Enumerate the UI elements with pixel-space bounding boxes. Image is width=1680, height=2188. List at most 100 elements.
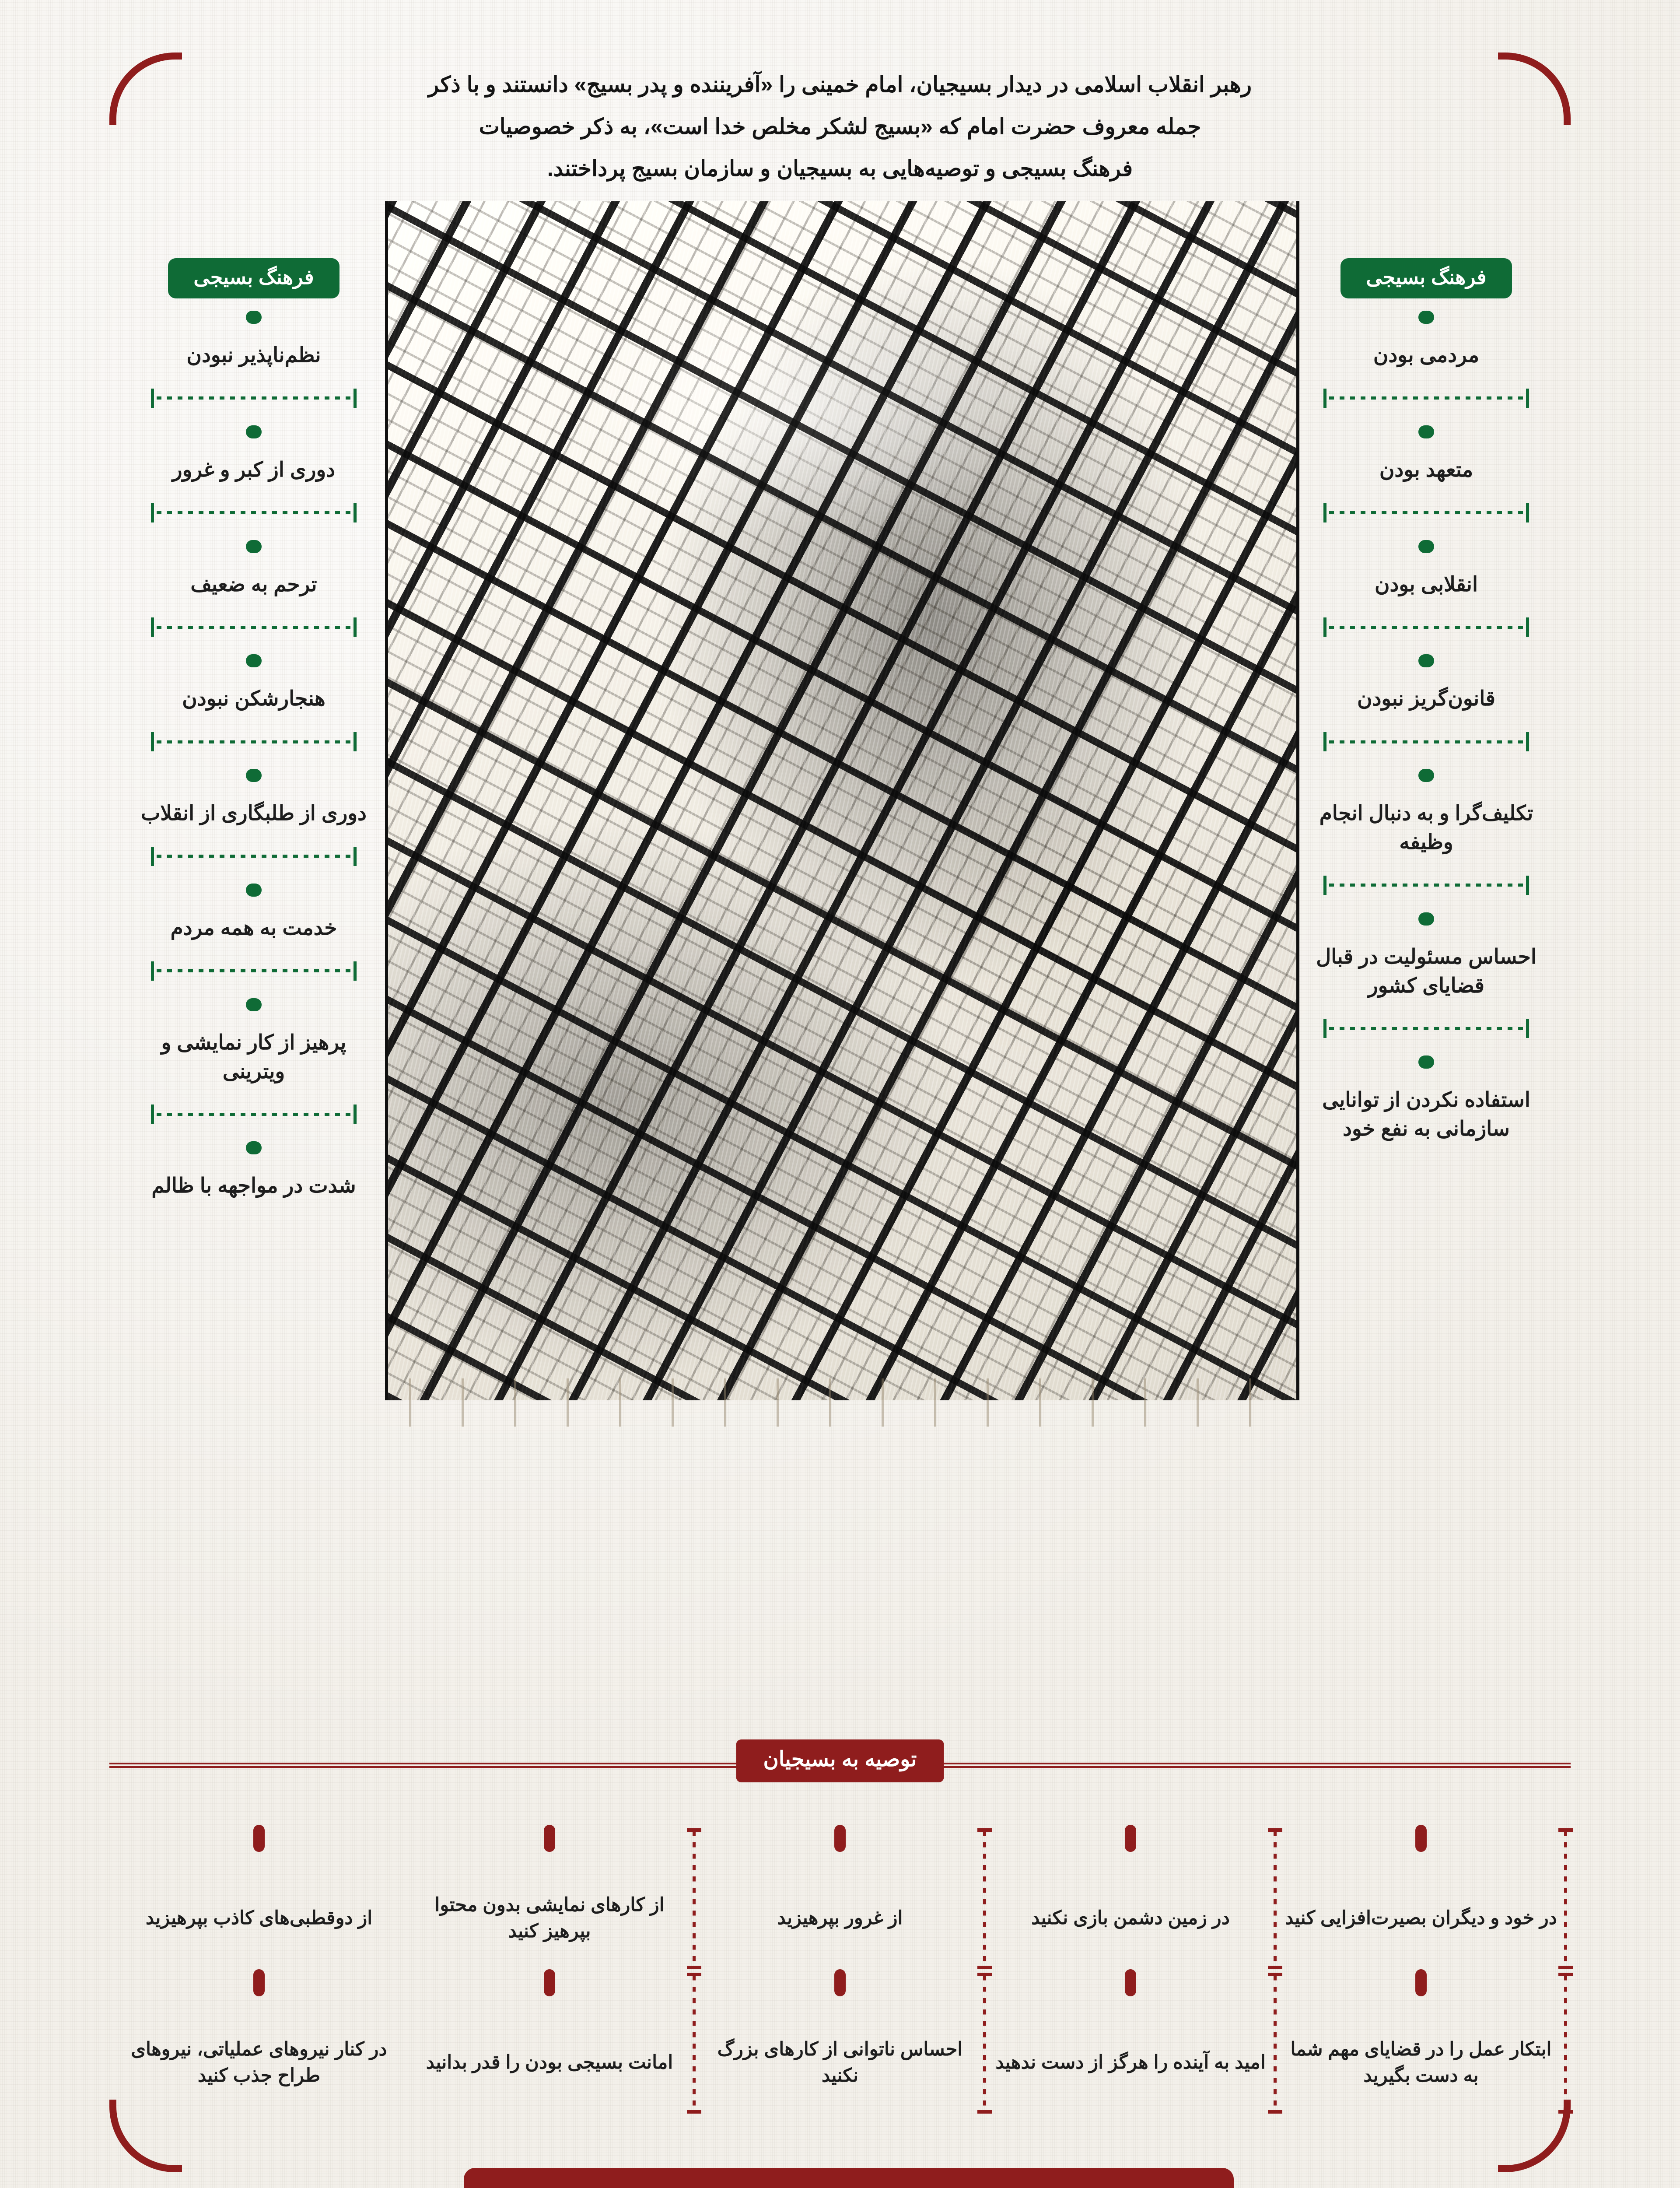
keffiyeh-texture	[388, 201, 1296, 1400]
separator	[151, 1105, 357, 1124]
separator	[1323, 1019, 1529, 1038]
list-item: انقلابی بودن	[1304, 540, 1549, 599]
list-item: خدمت به همه مردم	[131, 883, 376, 942]
bullet-dot-icon	[246, 1141, 262, 1155]
list-item-label: احساس مسئولیت در قبال قضایای کشور	[1316, 944, 1537, 997]
advice-label: احساس ناتوانی از کارهای بزرگ نکنید	[717, 2038, 963, 2086]
advice-vertical-separator	[1268, 1973, 1282, 2114]
advice-label: از کارهای نمایشی بدون محتوا بپرهیز کنید	[434, 1894, 665, 1942]
list-item-label: دوری از کبر و غرور	[172, 457, 336, 481]
bullet-dot-icon	[246, 654, 262, 668]
advice-cell: از کارهای نمایشی بدون محتوا بپرهیز کنید	[404, 1825, 701, 1969]
list-item-label: دوری از طلبگاری از انقلاب	[141, 801, 367, 825]
list-item-label: متعهد بودن	[1379, 457, 1474, 481]
intro-line-3: فرهنگ بسیجی و توصیه‌هایی به بسیجیان و سا…	[547, 156, 1133, 181]
advice-vertical-separator	[687, 1828, 701, 1969]
advice-cell: در خود و دیگران بصیرت‌افزایی کنید	[1276, 1825, 1573, 1969]
advice-tick-icon	[544, 1969, 555, 1996]
advice-section-badge: توصیه به بسیجیان	[736, 1739, 944, 1782]
advice-cell: در کنار نیروهای عملیاتی، نیروهای طراح جذ…	[114, 1969, 404, 2114]
advice-label: از دوقطبی‌های کاذب بپرهیزید	[145, 1907, 373, 1929]
bullet-dot-icon	[246, 883, 262, 897]
advice-label: ابتکار عمل را در قضایای مهم شما به دست ب…	[1290, 2038, 1552, 2086]
bullet-dot-icon	[1418, 540, 1434, 553]
advice-cell: از دوقطبی‌های کاذب بپرهیزید	[114, 1825, 404, 1969]
separator	[151, 732, 357, 752]
bullet-dot-icon	[246, 998, 262, 1011]
separator	[1323, 617, 1529, 637]
list-item-label: نظم‌ناپذیر نبودن	[186, 343, 321, 366]
advice-tick-icon	[253, 1825, 265, 1852]
advice-cell: در زمین دشمن بازی نکنید	[985, 1825, 1282, 1969]
separator	[1323, 732, 1529, 752]
list-item-label: قانون‌گریز نبودن	[1357, 687, 1496, 710]
advice-tick-icon	[834, 1969, 846, 1996]
list-item: تکلیف‌گرا و به دنبال انجام وظیفه	[1304, 769, 1549, 856]
advice-vertical-separator	[977, 1973, 992, 2114]
advice-cell: ابتکار عمل را در قضایای مهم شما به دست ب…	[1276, 1969, 1573, 2114]
list-item-label: تکلیف‌گرا و به دنبال انجام وظیفه	[1319, 801, 1534, 853]
list-item-label: خدمت به همه مردم	[170, 915, 338, 939]
advice-tick-icon	[834, 1825, 846, 1852]
advice-label: از غرور بپرهیزید	[777, 1907, 903, 1929]
list-item: پرهیز از کار نمایشی و ویترینی	[131, 998, 376, 1086]
advice-vertical-separator	[687, 1973, 701, 2114]
advice-vertical-separator	[977, 1828, 992, 1969]
list-item-label: ترحم به ضعیف	[190, 572, 317, 596]
keffiyeh-image	[385, 201, 1299, 1400]
advice-vertical-separator	[1558, 1828, 1573, 1969]
bullet-dot-icon	[246, 540, 262, 553]
advice-label: امانت بسیجی بودن را قدر بدانید	[426, 2051, 673, 2073]
list-item: احساس مسئولیت در قبال قضایای کشور	[1304, 912, 1549, 1000]
intro-line-1: رهبر انقلاب اسلامی در دیدار بسیجیان، اما…	[428, 72, 1252, 97]
list-item-label: شدت در مواجهه با ظالم	[151, 1174, 356, 1197]
culture-column-left: فرهنگ بسیجی نظم‌ناپذیر نبودن دوری از کبر…	[131, 258, 376, 1200]
list-item: استفاده نکردن از توانایی سازمانی به نفع …	[1304, 1055, 1549, 1143]
list-item: نظم‌ناپذیر نبودن	[131, 311, 376, 369]
list-item-label: انقلابی بودن	[1374, 572, 1478, 596]
list-item: هنجارشکن نبودن	[131, 654, 376, 713]
bullet-dot-icon	[246, 311, 262, 324]
list-item-label: هنجارشکن نبودن	[182, 687, 326, 710]
separator	[1323, 388, 1529, 408]
culture-column-right: فرهنگ بسیجی مردمی بودن متعهد بودن انقلاب…	[1304, 258, 1549, 1143]
bullet-dot-icon	[1418, 912, 1434, 926]
advice-grid: در خود و دیگران بصیرت‌افزایی کنید در زمی…	[114, 1825, 1573, 2114]
corner-arc-top-left-icon	[109, 53, 182, 125]
bullet-dot-icon	[1418, 425, 1434, 438]
advice-tick-icon	[1125, 1969, 1136, 1996]
advice-label: امید به آینده را هرگز از دست ندهید	[995, 2051, 1266, 2073]
advice-label: در کنار نیروهای عملیاتی، نیروهای طراح جذ…	[131, 2038, 387, 2086]
bullet-dot-icon	[1418, 769, 1434, 782]
list-item: ترحم به ضعیف	[131, 540, 376, 599]
list-item: مردمی بودن	[1304, 311, 1549, 369]
advice-cell: امید به آینده را هرگز از دست ندهید	[985, 1969, 1282, 2114]
list-item: قانون‌گریز نبودن	[1304, 654, 1549, 713]
list-item: دوری از طلبگاری از انقلاب	[131, 769, 376, 828]
advice-label: در زمین دشمن بازی نکنید	[1031, 1907, 1230, 1929]
advice-cell: امانت بسیجی بودن را قدر بدانید	[404, 1969, 701, 2114]
column-left-badge: فرهنگ بسیجی	[168, 258, 340, 298]
advice-vertical-separator	[1268, 1828, 1282, 1969]
advice-tick-icon	[544, 1825, 555, 1852]
bullet-dot-icon	[246, 769, 262, 782]
separator	[151, 503, 357, 522]
separator	[151, 388, 357, 408]
list-item: شدت در مواجهه با ظالم	[131, 1141, 376, 1200]
footer-bar: در حرم بمانید!	[464, 2168, 1234, 2188]
intro-line-2: جمله معروف حضرت امام که «بسیج لشکر مخلص …	[479, 114, 1201, 139]
advice-tick-icon	[253, 1969, 265, 1996]
separator	[151, 617, 357, 637]
intro-paragraph: رهبر انقلاب اسلامی در دیدار بسیجیان، اما…	[271, 66, 1409, 192]
bullet-dot-icon	[1418, 311, 1434, 324]
column-right-badge: فرهنگ بسیجی	[1340, 258, 1512, 298]
separator	[1323, 503, 1529, 522]
advice-tick-icon	[1415, 1825, 1427, 1852]
bullet-dot-icon	[1418, 654, 1434, 668]
advice-tick-icon	[1125, 1825, 1136, 1852]
list-item: دوری از کبر و غرور	[131, 425, 376, 484]
list-item-label: مردمی بودن	[1373, 343, 1480, 366]
advice-tick-icon	[1415, 1969, 1427, 1996]
advice-vertical-separator	[1558, 1973, 1573, 2114]
list-item-label: پرهیز از کار نمایشی و ویترینی	[161, 1030, 347, 1083]
